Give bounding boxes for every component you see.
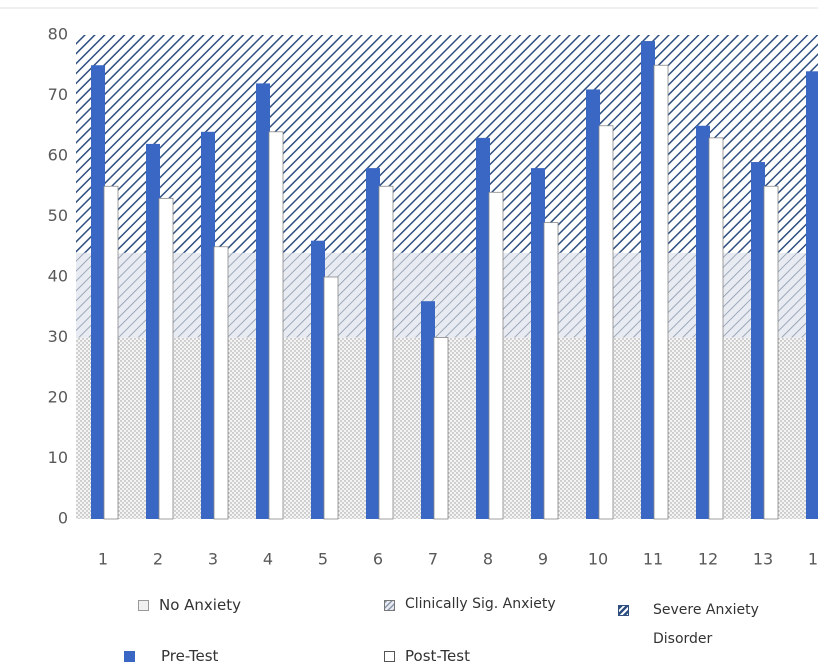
bar [146,143,160,519]
bar [421,301,435,519]
legend-item: Pre-Test [124,647,218,665]
y-tick-label: 50 [48,206,68,225]
x-tick-label: 14 [808,550,818,569]
legend-swatch [618,605,629,616]
y-tick-label: 70 [48,85,68,104]
y-tick-label: 60 [48,146,68,165]
x-tick-label: 10 [588,550,608,569]
x-tick-label: 4 [263,550,273,569]
legend-swatch [384,651,395,662]
bar [751,162,765,520]
y-tick-label: 80 [48,25,68,44]
bar [476,137,490,519]
bar [763,185,779,520]
bar [91,65,105,519]
legend-swatch [384,600,395,611]
legend-label: Pre-Test [161,647,219,665]
severity-band [76,252,818,338]
bar [598,125,614,520]
bar [378,185,394,520]
bar [543,222,559,520]
bar [696,125,710,519]
bar [708,137,724,520]
bar [311,240,325,519]
bar [531,168,545,519]
bar [488,191,504,520]
legend-item: Post-Test [384,647,470,665]
bar [586,89,600,519]
x-tick-label: 2 [153,550,163,569]
bar [201,131,215,520]
bar [268,131,284,520]
bar [158,197,174,520]
x-tick-label: 3 [208,550,218,569]
bar [641,41,655,520]
x-tick-label: 12 [698,550,718,569]
bar [213,246,229,520]
bar [366,168,380,519]
bar [103,185,119,520]
x-tick-label: 6 [373,550,383,569]
legend-label: Clinically Sig. Anxiety [405,596,556,612]
legend-item: Severe Anxiety Disorder [618,596,798,654]
x-tick-label: 13 [753,550,773,569]
legend-label: No Anxiety [159,596,241,614]
x-tick-label: 5 [318,550,328,569]
y-tick-label: 0 [58,509,68,528]
legend-item: Clinically Sig. Anxiety [384,596,556,612]
legend-item: No Anxiety [138,596,241,614]
y-tick-label: 20 [48,388,68,407]
y-tick-label: 40 [48,267,68,286]
bar [806,71,818,520]
bar [256,83,270,520]
bar [323,276,339,520]
x-tick-label: 7 [428,550,438,569]
legend-swatch [138,600,149,611]
x-tick-label: 9 [538,550,548,569]
bar [433,337,449,520]
x-tick-label: 1 [98,550,108,569]
legend-swatch [124,651,135,662]
x-tick-label: 8 [483,550,493,569]
legend-label: Post-Test [405,647,470,665]
y-tick-label: 30 [48,327,68,346]
severity-band [76,35,818,253]
y-tick-label: 10 [48,448,68,467]
chart: 010203040506070801234567891011121314 [0,7,818,569]
legend-label: Severe Anxiety Disorder [653,602,759,647]
bar [653,64,669,520]
x-tick-label: 11 [643,550,663,569]
